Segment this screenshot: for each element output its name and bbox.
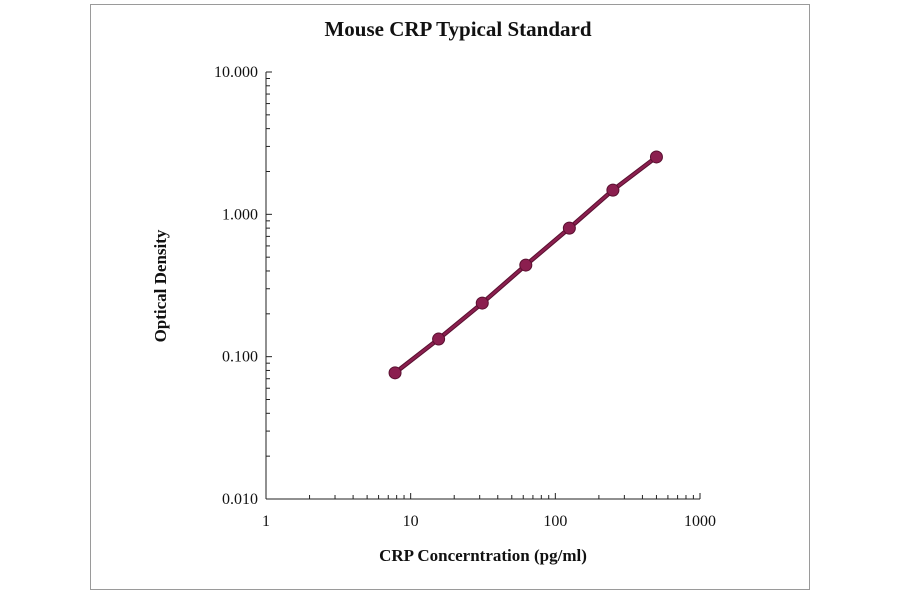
data-point xyxy=(432,332,446,346)
x-tick-label: 100 xyxy=(543,513,567,530)
x-tick-label: 10 xyxy=(403,513,419,530)
data-point xyxy=(649,150,663,164)
x-tick-label: 1 xyxy=(262,513,270,530)
y-tick-label: 0.100 xyxy=(222,349,258,366)
chart-title: Mouse CRP Typical Standard xyxy=(324,17,591,41)
data-point xyxy=(562,221,576,235)
y-tick-label: 1.000 xyxy=(222,206,258,223)
x-tick-label: 1000 xyxy=(684,513,716,530)
data-point xyxy=(388,366,402,380)
x-axis-label: CRP Concerntration (pg/ml) xyxy=(379,546,587,565)
data-point xyxy=(519,258,533,272)
y-tick-label: 0.010 xyxy=(222,491,258,508)
y-tick-label: 10.000 xyxy=(214,64,258,81)
y-axis-label: Optical Density xyxy=(151,229,170,342)
chart-frame xyxy=(90,4,810,590)
data-point xyxy=(606,183,620,197)
data-point xyxy=(475,296,489,310)
